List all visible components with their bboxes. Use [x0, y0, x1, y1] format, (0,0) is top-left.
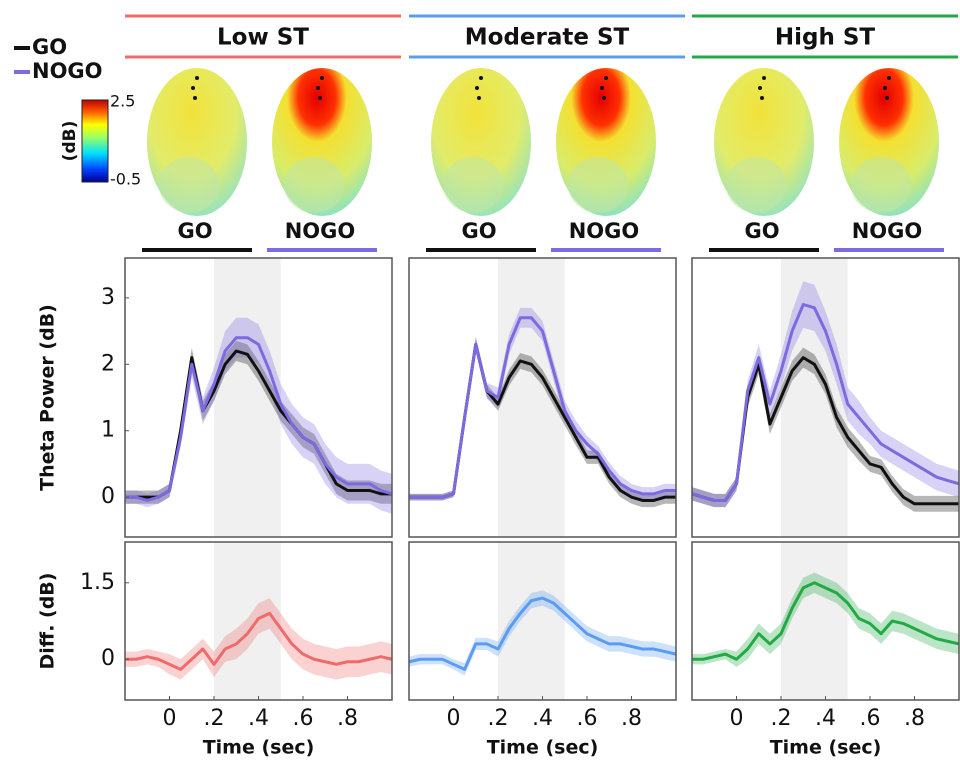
series-line — [692, 581, 959, 661]
y-tick-label: 1 — [101, 418, 115, 443]
electrode — [191, 86, 195, 90]
shade — [781, 258, 848, 537]
head-label: GO — [461, 219, 496, 243]
head-label: GO — [177, 219, 212, 243]
face — [159, 157, 219, 213]
plot-area — [692, 258, 959, 537]
colorbar-tick-label: -0.5 — [110, 170, 141, 189]
plot-area — [125, 258, 392, 537]
y-tick-label: 0 — [101, 484, 115, 509]
face — [568, 157, 628, 213]
electrode — [600, 86, 604, 90]
x-axis-label: Time (sec) — [487, 737, 599, 759]
colorbar-tick-label: 2.5 — [110, 92, 135, 111]
electrode — [760, 96, 764, 100]
series-line — [692, 303, 959, 502]
x-tick-label: .8 — [904, 706, 925, 731]
colorbar — [81, 99, 109, 183]
x-axis-label: Time (sec) — [203, 737, 315, 759]
series-line — [125, 611, 392, 671]
plot-area — [409, 258, 676, 537]
group-title: High ST — [775, 25, 876, 51]
error-band — [692, 572, 959, 667]
x-tick-label: 0 — [163, 706, 177, 731]
group-title: Low ST — [217, 25, 309, 51]
face — [443, 157, 503, 213]
electrode — [887, 76, 891, 80]
electrode — [477, 96, 481, 100]
electrode — [475, 86, 479, 90]
x-tick-label: .6 — [293, 706, 314, 731]
legend-label: NOGO — [32, 59, 103, 83]
x-tick-label: 0 — [447, 706, 461, 731]
x-tick-label: .4 — [815, 706, 836, 731]
x-tick-label: .8 — [621, 706, 642, 731]
x-tick-label: .2 — [771, 706, 792, 731]
shade — [214, 542, 281, 700]
head-label: NOGO — [285, 219, 356, 243]
y-tick-label: 0 — [101, 646, 115, 671]
shade — [498, 542, 565, 700]
y-axis-label: Diff. (dB) — [37, 573, 59, 670]
x-tick-label: 0 — [730, 706, 744, 731]
electrode — [193, 96, 197, 100]
face — [726, 157, 786, 213]
y-tick-label: 1.5 — [80, 570, 115, 595]
face — [284, 157, 344, 213]
electrode — [318, 96, 322, 100]
head-label: GO — [744, 219, 779, 243]
electrode — [316, 86, 320, 90]
x-tick-label: .4 — [532, 706, 553, 731]
plot-area — [692, 542, 959, 700]
plot-frame — [124, 257, 393, 538]
shade — [781, 542, 848, 700]
error-band — [692, 347, 959, 512]
plot-area — [125, 542, 392, 700]
series-line — [409, 596, 676, 671]
shade — [214, 258, 281, 537]
series-line — [409, 316, 676, 499]
x-tick-label: .2 — [204, 706, 225, 731]
electrode — [604, 76, 608, 80]
x-tick-label: .6 — [860, 706, 881, 731]
electrode — [602, 96, 606, 100]
electrode — [195, 76, 199, 80]
head-label: NOGO — [852, 219, 923, 243]
electrode — [885, 96, 889, 100]
x-tick-label: .8 — [337, 706, 358, 731]
electrode — [479, 76, 483, 80]
x-tick-label: .6 — [577, 706, 598, 731]
plot-frame — [408, 257, 677, 538]
electrode — [320, 76, 324, 80]
y-tick-label: 3 — [101, 285, 115, 310]
colorbar-label: (dB) — [60, 121, 80, 162]
electrode — [883, 86, 887, 90]
plot-area — [409, 542, 676, 700]
y-axis-label: Theta Power (dB) — [37, 304, 59, 491]
x-tick-label: .2 — [488, 706, 509, 731]
group-title: Moderate ST — [465, 25, 630, 51]
series-line — [125, 336, 392, 502]
x-axis-label: Time (sec) — [770, 737, 882, 759]
legend-label: GO — [32, 35, 67, 59]
x-tick-label: .4 — [248, 706, 269, 731]
electrode — [758, 86, 762, 90]
head-label: NOGO — [569, 219, 640, 243]
electrode — [762, 76, 766, 80]
plot-frame — [691, 257, 960, 538]
error-band — [409, 337, 676, 508]
y-tick-label: 2 — [101, 351, 115, 376]
face — [851, 157, 911, 213]
